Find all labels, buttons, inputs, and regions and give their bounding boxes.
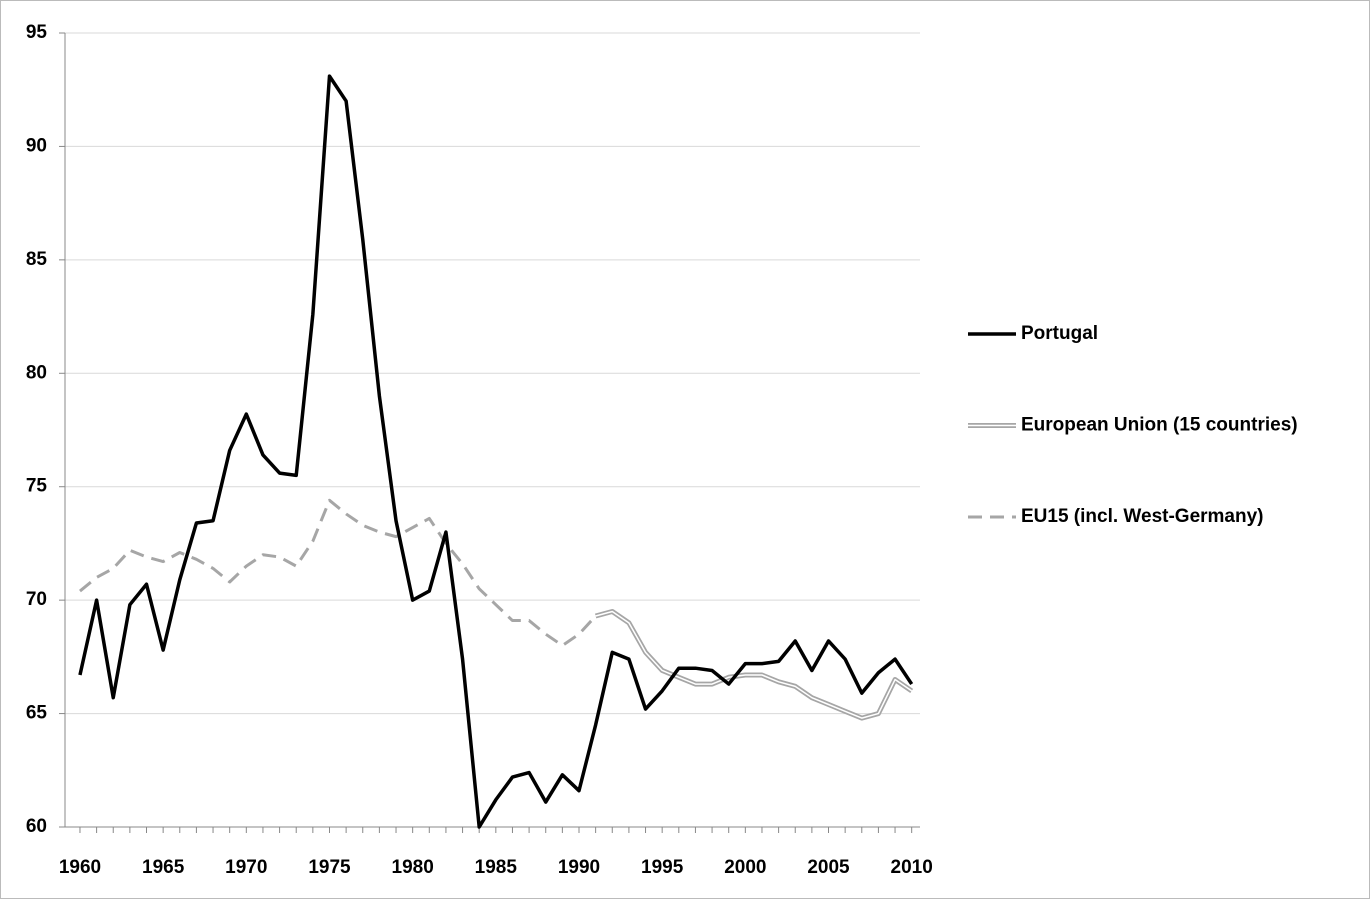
x-tick-label: 2010 [891, 857, 933, 878]
y-tick-label: 65 [26, 703, 48, 724]
series-line-inner [595, 610, 913, 719]
x-tick-label: 2000 [724, 857, 766, 878]
legend-label: European Union (15 countries) [1021, 415, 1298, 436]
series-line [78, 74, 914, 829]
y-tick-label: 60 [26, 816, 47, 837]
series-line [79, 498, 597, 648]
y-tick-label: 75 [26, 476, 48, 497]
x-tick-label: 1960 [59, 857, 101, 878]
y-tick-label: 95 [26, 22, 48, 43]
x-tick-label: 2005 [807, 857, 850, 878]
y-tick-label: 70 [26, 589, 47, 610]
legend-label: Portugal [1021, 323, 1098, 344]
x-tick-label: 1980 [392, 857, 434, 878]
y-tick-label: 85 [26, 249, 48, 270]
y-tick-label: 80 [26, 362, 47, 383]
x-tick-label: 1965 [142, 857, 185, 878]
x-tick-label: 1995 [641, 857, 684, 878]
x-tick-label: 1970 [225, 857, 267, 878]
y-tick-label: 90 [26, 135, 47, 156]
x-tick-label: 1975 [308, 857, 351, 878]
legend-label: EU15 (incl. West-Germany) [1021, 506, 1264, 527]
x-tick-label: 1985 [475, 857, 518, 878]
x-tick-label: 1990 [558, 857, 600, 878]
